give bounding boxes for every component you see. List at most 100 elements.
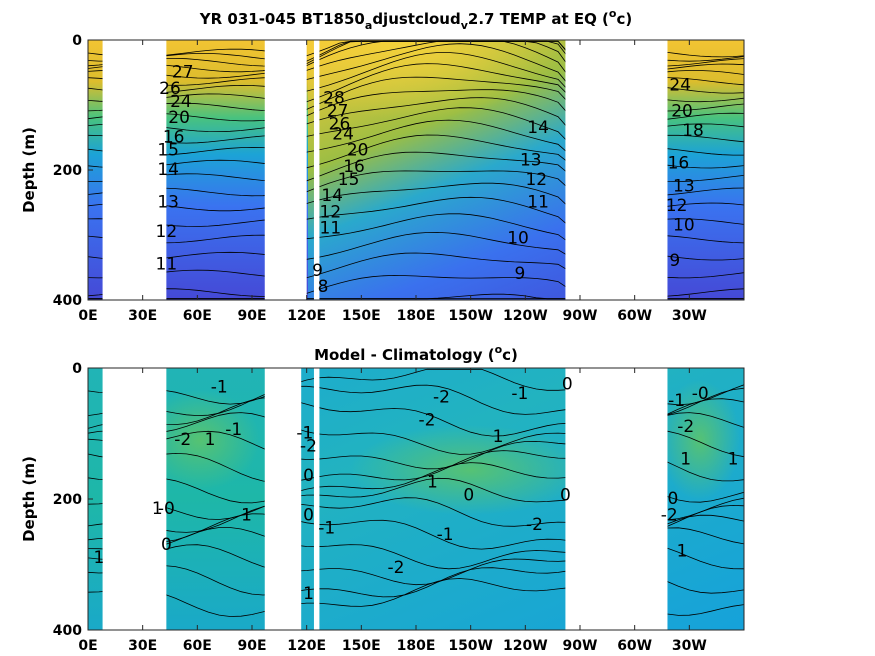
- contour-label: 20: [347, 141, 369, 161]
- x-tick-label: 30E: [128, 308, 157, 324]
- x-tick-label: 90E: [237, 308, 266, 324]
- contour-label: 16: [163, 128, 185, 148]
- contour-label: 12: [320, 202, 342, 222]
- contour-label: -2: [387, 558, 404, 578]
- contour-label: 12: [525, 170, 547, 190]
- x-tick-label: 60E: [183, 638, 212, 654]
- temperature-panel: 2726242016151413121128272624201615141211…: [88, 40, 744, 300]
- x-tick-label: 30E: [128, 638, 157, 654]
- warm-pool: [260, 40, 560, 120]
- contour-label: -1: [437, 525, 454, 545]
- contour-label: 11: [527, 193, 549, 213]
- land-gap: [264, 40, 307, 300]
- contour-label: 9: [669, 251, 680, 271]
- contour-label: -1: [668, 391, 685, 411]
- contour-label: 24: [669, 76, 691, 96]
- contour-label: -1: [511, 384, 528, 404]
- land-mask: [102, 40, 668, 300]
- contour-label: 0: [668, 489, 679, 509]
- anomaly-axes-ticks: 0E 30E 60E 90E 120E 150E 180E 150W 120W 90W 60W 30W…: [53, 361, 707, 654]
- contour-label: 11: [156, 254, 178, 274]
- contour-label: 0: [303, 505, 314, 525]
- contour-label: 15: [157, 141, 179, 161]
- contour-label: 15: [338, 170, 360, 190]
- land-mask: [102, 368, 668, 630]
- x-tick-label: 60E: [183, 308, 212, 324]
- land-gap: [313, 40, 320, 300]
- x-tick-label: 180E: [397, 638, 436, 654]
- contour-label: -1: [225, 420, 242, 440]
- contour-label: 10: [507, 228, 529, 248]
- anomaly-high-east: [660, 380, 740, 500]
- contour-label: 12: [156, 222, 178, 242]
- contour-label: -2: [433, 387, 450, 407]
- x-tick-label: 120W: [503, 638, 548, 654]
- contour-label: 18: [682, 121, 704, 141]
- contour-label: -2: [677, 417, 694, 437]
- contour-label: -0: [692, 384, 709, 404]
- x-tick-label: 0E: [78, 308, 97, 324]
- contour-label: 20: [671, 102, 693, 122]
- contour-label: 0: [161, 535, 172, 555]
- contour-label: -1: [296, 424, 313, 444]
- contour-label: 0: [463, 486, 474, 506]
- contour-label: 11: [320, 219, 342, 239]
- contour-label: 13: [157, 193, 179, 213]
- contour-label: 12: [666, 196, 688, 216]
- temperature-ylabel: Depth (m): [20, 127, 38, 213]
- contour-label: -2: [300, 437, 317, 457]
- contour-label: 13: [520, 150, 542, 170]
- contour-label: 1: [241, 505, 252, 525]
- x-tick-label: 150W: [448, 308, 493, 324]
- contour-label: 8: [318, 277, 329, 297]
- contour-label: -2: [418, 410, 435, 430]
- land-gap: [264, 368, 302, 630]
- contour-label: 27: [172, 63, 194, 83]
- y-tick-label: 200: [53, 163, 82, 179]
- contour-label: 9: [312, 261, 323, 281]
- x-tick-label: 120E: [287, 308, 326, 324]
- y-tick-label: 400: [53, 293, 82, 309]
- land-gap: [565, 368, 668, 630]
- contour-label: 1: [152, 499, 163, 519]
- y-tick-label: 0: [72, 33, 82, 49]
- y-tick-label: 0: [72, 361, 82, 377]
- contour-label: 1: [303, 584, 314, 604]
- x-tick-label: 90E: [237, 638, 266, 654]
- contour-label: -0: [158, 499, 175, 519]
- contour-label: 10: [673, 215, 695, 235]
- contour-label: 24: [170, 92, 192, 112]
- contour-label: 16: [343, 157, 365, 177]
- contour-label: 16: [668, 154, 690, 174]
- contour-label: 28: [323, 89, 345, 109]
- contour-label: 1: [427, 473, 438, 493]
- x-tick-label: 90W: [563, 638, 598, 654]
- contour-label: 14: [321, 186, 343, 206]
- x-tick-label: 0E: [78, 638, 97, 654]
- contour-label: 1: [94, 548, 105, 568]
- land-gap: [102, 40, 167, 300]
- x-tick-label: 150W: [448, 638, 493, 654]
- anomaly-high-central: [350, 425, 590, 515]
- x-tick-label: 120W: [503, 308, 548, 324]
- land-gap: [102, 368, 167, 630]
- x-tick-label: 30W: [672, 308, 707, 324]
- anomaly-ylabel: Depth (m): [20, 456, 38, 542]
- temperature-contour-labels: 2726242016151413121128272624201615141211…: [156, 63, 704, 298]
- y-tick-label: 200: [53, 492, 82, 508]
- land-gap: [313, 368, 320, 630]
- x-tick-label: 60W: [617, 308, 652, 324]
- contour-label: -2: [526, 515, 543, 535]
- contour-label: -2: [661, 505, 678, 525]
- contour-label: 14: [527, 118, 549, 138]
- contour-label: -2: [174, 430, 191, 450]
- temperature-axes-ticks: 0E 30E 60E 90E 120E 150E 180E 150W 120W 90W 60W 30W…: [53, 33, 707, 324]
- contour-label: 0: [560, 486, 571, 506]
- anomaly-high-west: [140, 390, 260, 490]
- contour-label: 26: [329, 115, 351, 135]
- contour-label: -1: [211, 378, 228, 398]
- contour-label: 1: [205, 430, 216, 450]
